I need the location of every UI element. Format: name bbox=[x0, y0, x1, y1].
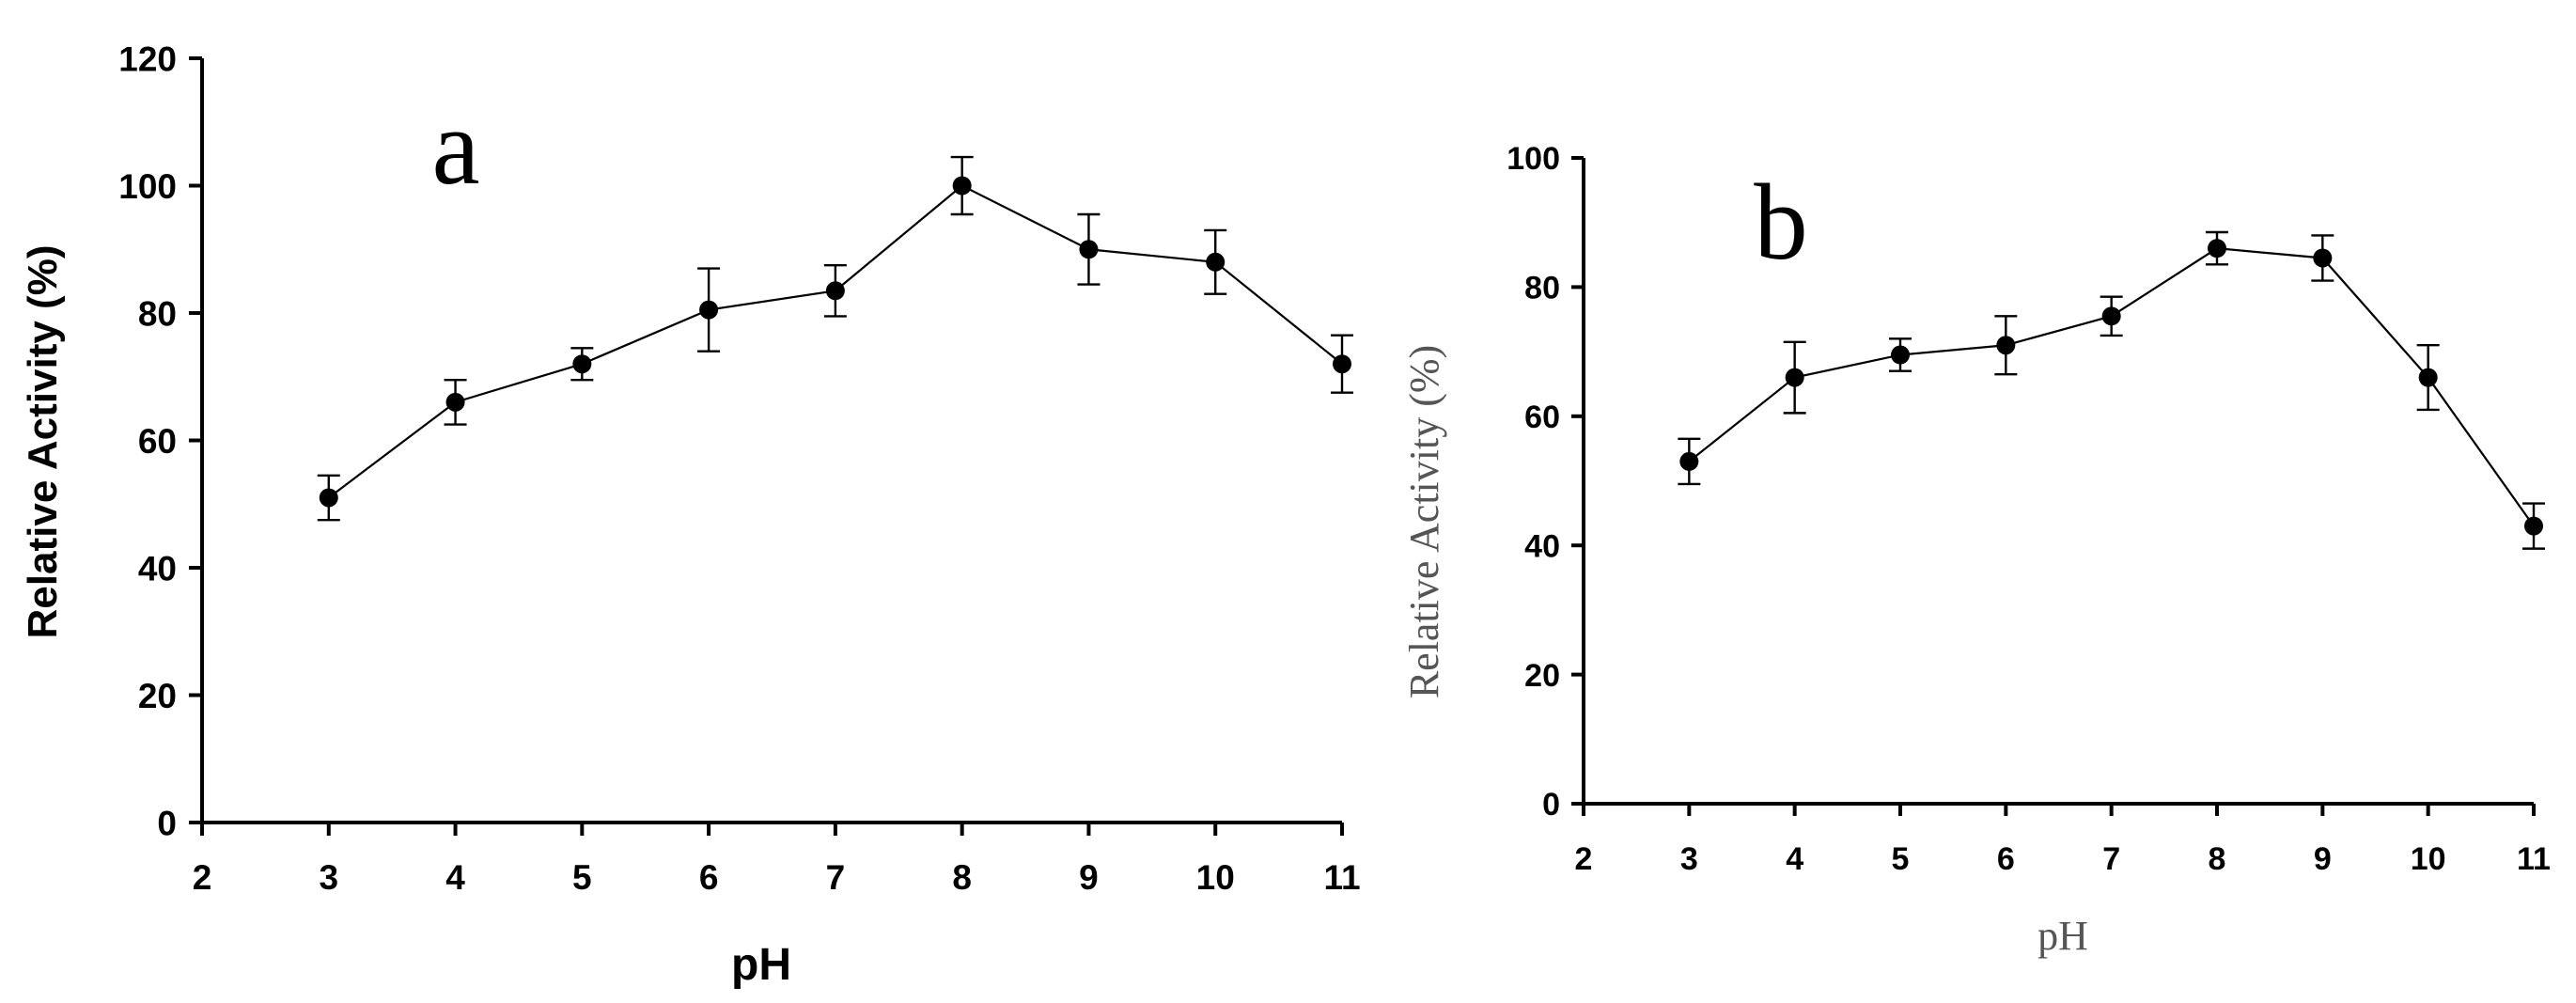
x-tick-label: 6 bbox=[699, 858, 719, 897]
y-tick-label: 0 bbox=[1542, 787, 1560, 823]
data-point bbox=[1079, 240, 1099, 259]
data-point bbox=[2313, 248, 2333, 268]
x-tick-label: 11 bbox=[1323, 858, 1360, 897]
panel-label: a bbox=[431, 87, 479, 207]
data-point bbox=[2208, 239, 2226, 259]
series-line bbox=[1688, 247, 2535, 527]
x-axis-title: pH bbox=[2037, 913, 2088, 959]
data-point bbox=[1679, 451, 1699, 471]
x-tick-label: 5 bbox=[1892, 841, 1910, 877]
x-tick-label: 7 bbox=[826, 858, 846, 897]
x-tick-label: 4 bbox=[1786, 841, 1803, 877]
x-tick-label: 4 bbox=[445, 858, 465, 897]
x-tick-label: 7 bbox=[2102, 841, 2120, 877]
data-point bbox=[445, 392, 465, 412]
y-tick-label: 100 bbox=[118, 167, 177, 206]
y-tick-label: 40 bbox=[1524, 528, 1560, 564]
data-point bbox=[1206, 252, 1226, 272]
y-tick-label: 60 bbox=[138, 422, 177, 461]
x-tick-label: 3 bbox=[1680, 841, 1698, 877]
y-tick-label: 0 bbox=[157, 804, 177, 842]
y-tick-label: 120 bbox=[118, 39, 177, 78]
x-tick-label: 8 bbox=[2209, 841, 2226, 877]
panel-label: b bbox=[1754, 163, 1808, 282]
x-tick-label: 3 bbox=[319, 858, 338, 897]
y-tick-label: 60 bbox=[1524, 400, 1560, 435]
x-axis-title: pH bbox=[731, 940, 791, 990]
data-point bbox=[1333, 354, 1351, 374]
data-point bbox=[2101, 306, 2121, 326]
series-line bbox=[328, 184, 1343, 499]
data-point bbox=[1785, 368, 1804, 387]
x-tick-label: 10 bbox=[1196, 858, 1235, 897]
x-tick-label: 9 bbox=[2314, 841, 2332, 877]
x-tick-label: 8 bbox=[952, 858, 972, 897]
y-tick-label: 100 bbox=[1507, 141, 1560, 177]
data-point bbox=[1891, 345, 1910, 365]
y-axis-title: Relative Activity (%) bbox=[1401, 345, 1447, 698]
x-tick-label: 11 bbox=[2517, 841, 2551, 877]
data-point bbox=[2418, 368, 2438, 387]
data-point bbox=[825, 281, 845, 301]
data-point bbox=[1996, 336, 2016, 355]
y-tick-label: 20 bbox=[138, 677, 177, 715]
chart-panel-b: 2 3 4 5 6 7 8 9 10 11 0 20 40 60 80 100 pH Relative Activ… bbox=[1401, 141, 2551, 959]
data-point bbox=[319, 488, 338, 508]
y-tick-label: 40 bbox=[138, 549, 177, 588]
data-point bbox=[699, 300, 719, 320]
data-point bbox=[952, 176, 972, 196]
x-tick-label: 2 bbox=[193, 858, 212, 897]
x-tick-label: 10 bbox=[2411, 841, 2446, 877]
y-tick-label: 80 bbox=[1524, 271, 1560, 306]
x-tick-label: 9 bbox=[1079, 858, 1099, 897]
data-point bbox=[572, 354, 592, 374]
x-tick-label: 5 bbox=[572, 858, 592, 897]
y-tick-label: 20 bbox=[1524, 658, 1560, 694]
x-tick-label: 6 bbox=[1997, 841, 2015, 877]
data-point bbox=[2524, 516, 2543, 536]
chart-panel-a: 2 3 4 5 6 7 8 9 10 11 0 20 40 60 80 100 120 pH Relative Ac… bbox=[20, 39, 1361, 990]
y-tick-label: 80 bbox=[138, 294, 177, 333]
x-tick-label: 2 bbox=[1575, 841, 1593, 877]
y-axis-title: Relative Activity (%) bbox=[20, 245, 66, 639]
